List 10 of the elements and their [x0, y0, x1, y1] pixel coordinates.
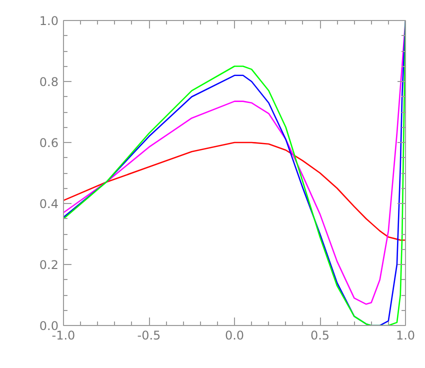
y-tick-label: 1.0 [39, 14, 59, 28]
y-tick-label: 0.2 [39, 258, 59, 272]
y-tick-label: 0.4 [39, 197, 59, 211]
y-tick-label: 0.8 [39, 75, 59, 89]
x-tick-label: 0.5 [310, 328, 330, 342]
x-tick-label: 1.0 [396, 328, 416, 342]
x-tick-label: 0.0 [224, 328, 244, 342]
y-tick-label: 0.6 [39, 136, 59, 150]
x-tick-label: -0.5 [137, 328, 161, 342]
line-series [64, 142, 406, 241]
